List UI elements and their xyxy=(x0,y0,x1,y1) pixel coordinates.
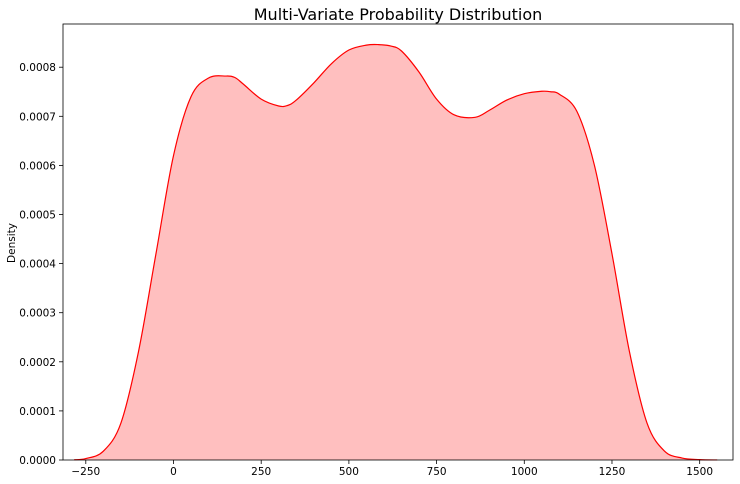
y-tick-label: 0.0005 xyxy=(19,210,56,222)
y-axis-ticks: 0.0000 0.0001 0.0002 0.0003 0.0004 0.0005 0.00… xyxy=(19,62,63,467)
y-tick-label: 0.0001 xyxy=(19,406,56,418)
x-tick-label: 0 xyxy=(170,466,177,478)
y-tick-label: 0.0008 xyxy=(19,62,56,74)
density-line xyxy=(74,43,718,461)
x-tick-label: 1000 xyxy=(511,466,538,478)
y-tick-label: 0.0000 xyxy=(19,455,56,467)
x-axis-ticks: −250 0 250 500 750 1000 1250 1500 xyxy=(71,460,713,478)
density-area-fill xyxy=(74,44,718,460)
x-tick-label: −250 xyxy=(71,466,100,478)
y-tick-label: 0.0002 xyxy=(19,357,56,369)
x-tick-label: 1500 xyxy=(686,466,713,478)
x-tick-label: 250 xyxy=(251,466,271,478)
x-tick-label: 750 xyxy=(427,466,447,478)
y-tick-label: 0.0007 xyxy=(19,111,56,123)
plot-frame xyxy=(62,23,734,461)
y-tick-label: 0.0006 xyxy=(19,160,56,172)
x-tick-label: 500 xyxy=(339,466,359,478)
plot-area xyxy=(74,43,718,461)
x-tick-label: 1250 xyxy=(599,466,626,478)
y-axis-label: Density xyxy=(6,223,18,263)
y-tick-label: 0.0004 xyxy=(19,259,56,271)
chart-title: Multi-Variate Probability Distribution xyxy=(254,5,543,24)
y-tick-label: 0.0003 xyxy=(19,308,56,320)
